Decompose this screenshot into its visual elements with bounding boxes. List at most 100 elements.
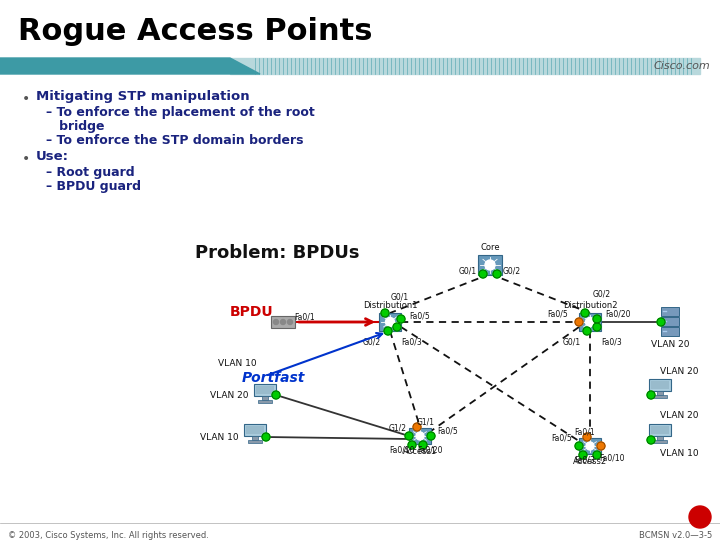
Text: •: • [22,92,30,106]
Bar [262,396,268,400]
FancyBboxPatch shape [409,428,431,444]
Bar [657,391,663,395]
Circle shape [413,423,421,431]
Circle shape [479,270,487,278]
Circle shape [287,320,292,325]
Text: Access1: Access1 [403,447,437,456]
Text: Fa0/5: Fa0/5 [552,434,572,442]
Text: G0/1: G0/1 [391,293,409,301]
Circle shape [408,441,416,449]
Text: Fa0/5: Fa0/5 [548,309,568,319]
Bar [649,424,671,436]
Circle shape [272,391,280,399]
Text: G0/2: G0/2 [503,267,521,275]
Circle shape [485,260,495,270]
Circle shape [657,318,665,326]
Text: Fa0/5: Fa0/5 [438,427,459,435]
Text: Access2: Access2 [573,457,607,466]
Text: Fa0/1: Fa0/1 [294,313,315,321]
Text: Mitigating STP manipulation: Mitigating STP manipulation [36,90,250,103]
Text: Fa0/1: Fa0/1 [575,428,595,436]
Text: Use:: Use: [36,150,69,163]
Circle shape [405,432,413,440]
Bar [246,426,264,434]
Bar [651,426,669,434]
Circle shape [274,320,279,325]
FancyBboxPatch shape [478,255,502,275]
Text: bridge: bridge [46,120,104,133]
Text: Distribution1: Distribution1 [363,301,418,310]
Bar [661,317,679,326]
FancyBboxPatch shape [379,313,401,331]
Circle shape [586,442,594,450]
Circle shape [579,451,587,459]
Bar [248,440,262,443]
Text: G0/1: G0/1 [459,267,477,275]
Circle shape [593,451,601,459]
Text: Fa0/20: Fa0/20 [418,446,443,455]
Circle shape [593,315,601,323]
Text: Fa0/5: Fa0/5 [410,312,431,321]
Circle shape [416,432,424,440]
Circle shape [575,442,583,450]
Circle shape [581,309,589,317]
Circle shape [281,320,286,325]
Bar [230,58,700,74]
Circle shape [385,318,395,327]
Circle shape [689,506,711,528]
Text: Portfast: Portfast [242,371,305,385]
Circle shape [393,323,401,331]
FancyBboxPatch shape [579,313,601,331]
Text: G0/2: G0/2 [363,338,381,347]
Bar [254,384,276,396]
Text: Fa0/20: Fa0/20 [606,309,631,319]
Text: Core: Core [480,243,500,252]
Text: Problem: BPDUs: Problem: BPDUs [195,244,359,262]
Circle shape [583,433,591,441]
Bar [649,379,671,391]
Text: Fa0/10: Fa0/10 [390,446,415,455]
Bar [661,327,679,336]
Bar [661,307,679,316]
Text: VLAN 20: VLAN 20 [651,340,689,349]
Bar [653,440,667,443]
Text: VLAN 10: VLAN 10 [660,449,698,458]
Text: VLAN 20: VLAN 20 [660,411,698,421]
Text: Fa0/3: Fa0/3 [575,456,595,464]
Text: G0/1: G0/1 [563,338,581,347]
Circle shape [384,327,392,335]
Circle shape [647,436,655,444]
Text: – To enforce the STP domain borders: – To enforce the STP domain borders [46,134,304,147]
Text: •: • [22,152,30,166]
Text: Rogue Access Points: Rogue Access Points [18,17,372,46]
Circle shape [597,442,605,450]
Text: Fa0/3: Fa0/3 [402,338,423,347]
Text: Cisco.com: Cisco.com [653,61,710,71]
Circle shape [493,270,501,278]
Circle shape [397,315,405,323]
Circle shape [381,309,389,317]
Bar [651,381,669,389]
Text: – BPDU guard: – BPDU guard [46,180,141,193]
Bar [258,400,272,403]
Text: VLAN 20: VLAN 20 [210,390,248,400]
Circle shape [583,327,591,335]
FancyBboxPatch shape [579,438,601,454]
Circle shape [427,432,435,440]
Text: Distribution2: Distribution2 [563,301,617,310]
Circle shape [419,441,427,449]
Circle shape [585,318,595,327]
Text: G0/2: G0/2 [593,289,611,299]
Text: Fa0/3: Fa0/3 [602,338,622,347]
Text: Fa0/10: Fa0/10 [599,454,625,462]
Text: G1/1: G1/1 [417,417,435,427]
Bar [252,436,258,440]
Bar [256,386,274,394]
Circle shape [593,323,601,331]
Text: BPDU: BPDU [230,305,274,319]
Text: – To enforce the placement of the root: – To enforce the placement of the root [46,106,315,119]
Polygon shape [0,58,260,74]
Text: VLAN 20: VLAN 20 [660,368,698,376]
Bar [271,316,295,328]
Bar [244,424,266,436]
